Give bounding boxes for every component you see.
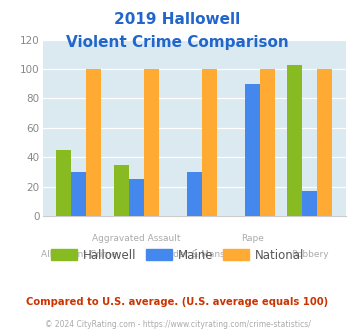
Text: All Violent Crime: All Violent Crime [41, 250, 117, 259]
Text: Robbery: Robbery [291, 250, 329, 259]
Bar [71, 172, 86, 216]
Bar [114, 165, 129, 216]
Bar [302, 191, 317, 216]
Text: 2019 Hallowell: 2019 Hallowell [114, 12, 241, 26]
Bar [187, 172, 202, 216]
Text: Murder & Mans...: Murder & Mans... [156, 250, 233, 259]
Legend: Hallowell, Maine, National: Hallowell, Maine, National [47, 244, 308, 266]
Bar [287, 65, 302, 216]
Bar [202, 69, 217, 216]
Text: Aggravated Assault: Aggravated Assault [92, 234, 181, 243]
Bar [129, 180, 144, 216]
Bar [86, 69, 102, 216]
Bar [245, 84, 260, 216]
Bar [317, 69, 332, 216]
Text: Violent Crime Comparison: Violent Crime Comparison [66, 35, 289, 50]
Bar [144, 69, 159, 216]
Text: Rape: Rape [241, 234, 263, 243]
Text: Compared to U.S. average. (U.S. average equals 100): Compared to U.S. average. (U.S. average … [26, 297, 329, 307]
Text: © 2024 CityRating.com - https://www.cityrating.com/crime-statistics/: © 2024 CityRating.com - https://www.city… [45, 319, 310, 329]
Bar [260, 69, 275, 216]
Bar [56, 150, 71, 216]
